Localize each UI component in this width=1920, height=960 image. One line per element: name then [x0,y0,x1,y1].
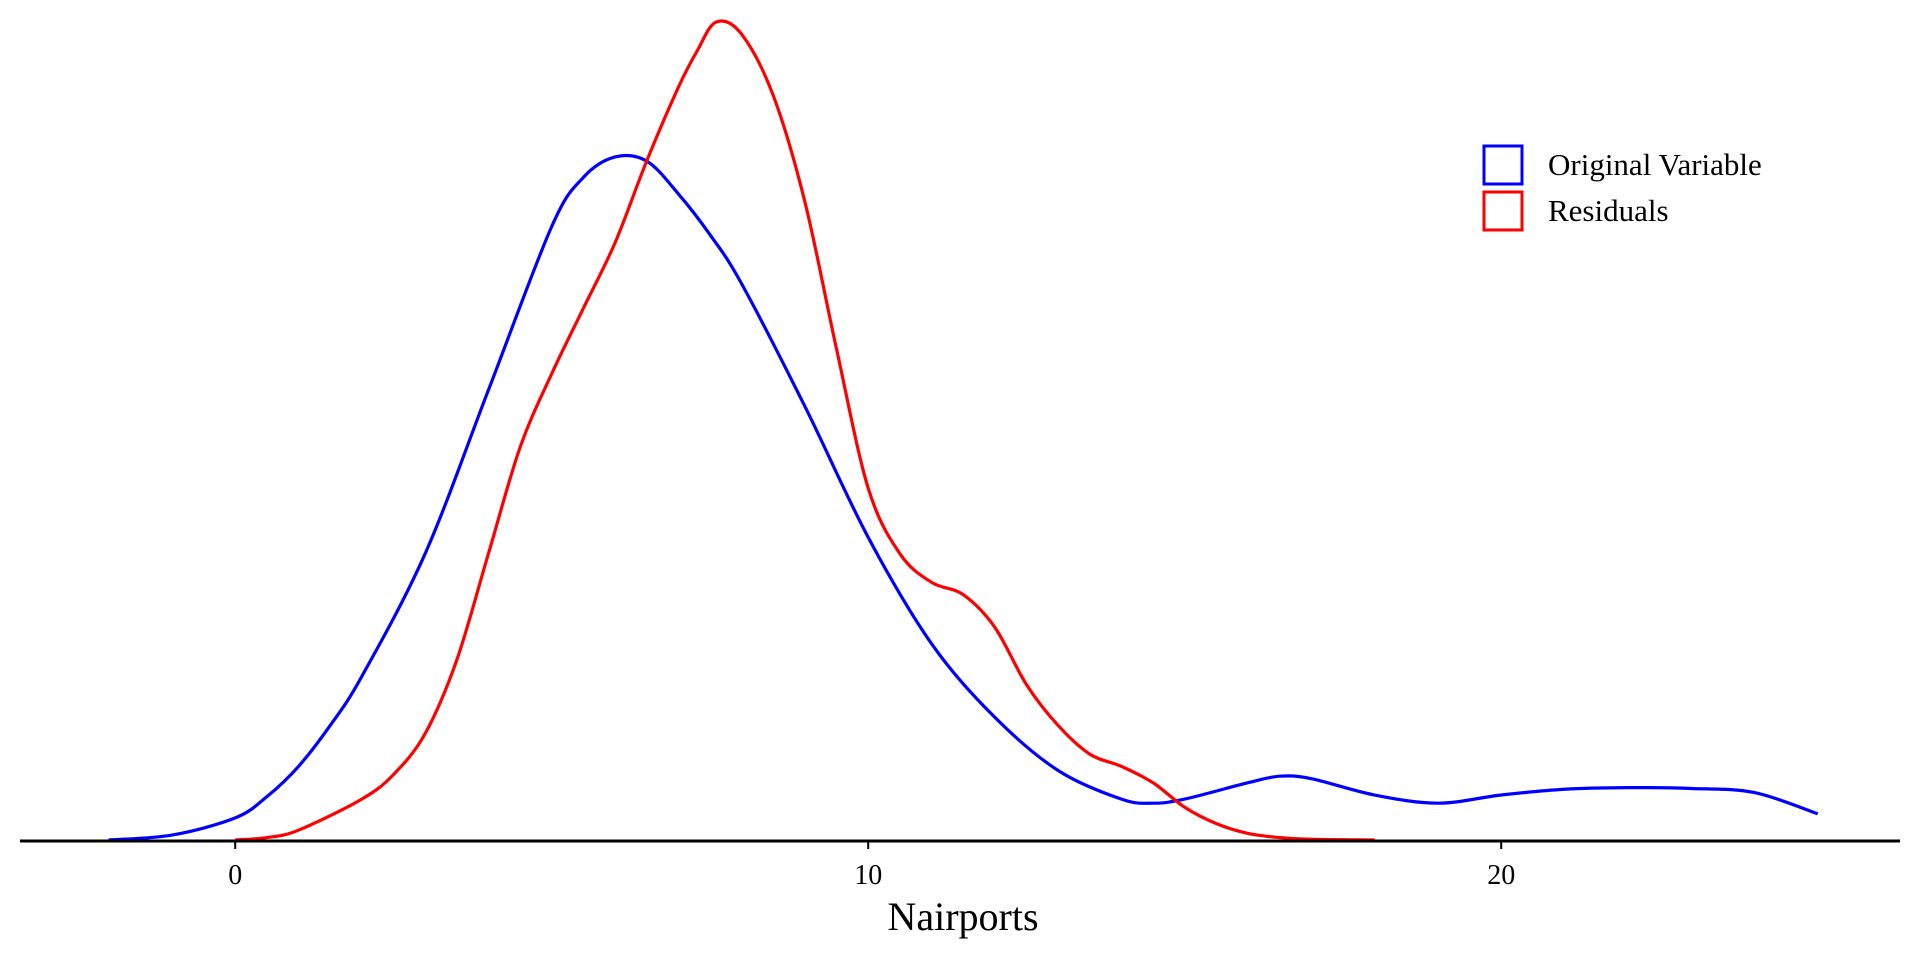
x-tick-label: 10 [854,860,882,891]
x-tick-label: 20 [1487,860,1515,891]
legend: Original Variable Residuals [1482,144,1762,232]
legend-label: Original Variable [1548,147,1762,182]
x-tick-label: 0 [228,860,242,891]
legend-swatch [1482,190,1524,232]
x-axis-title: Nairports [887,894,1038,939]
series-line-original-variable [108,153,1819,842]
x-axis-ticks: 0 10 20 [228,841,1515,891]
series-lines [108,19,1819,842]
legend-label: Residuals [1548,193,1669,228]
series-line-residuals [235,19,1375,842]
legend-swatch [1482,144,1524,186]
